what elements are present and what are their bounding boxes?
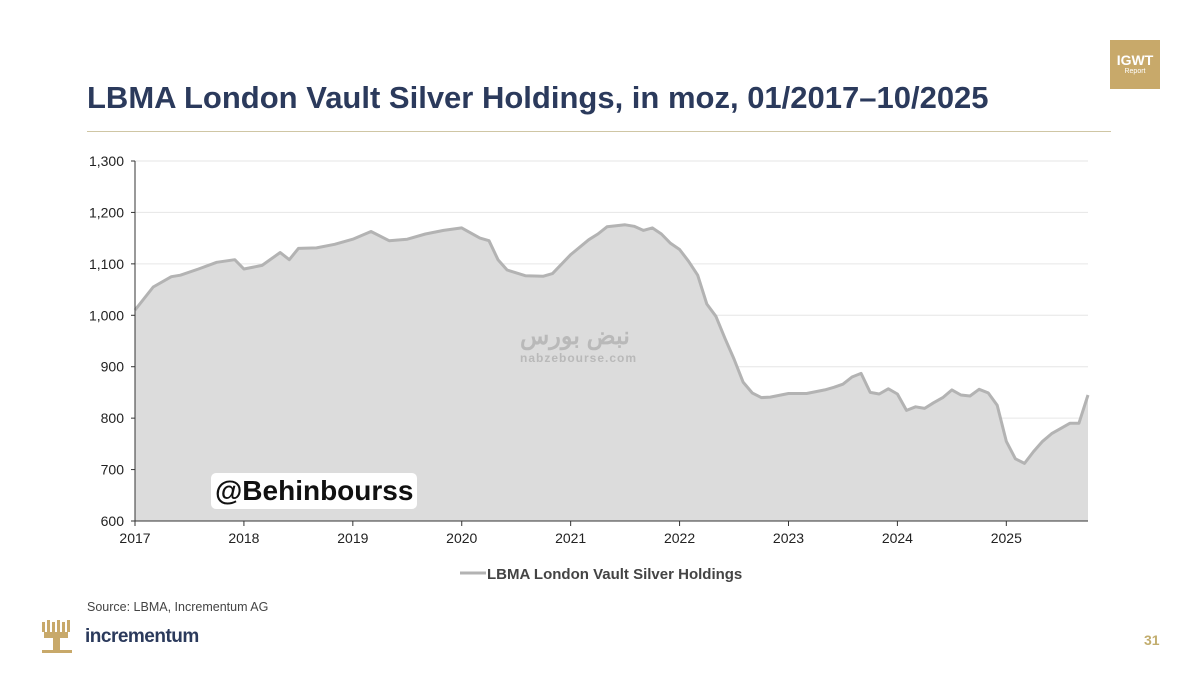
- legend-label: LBMA London Vault Silver Holdings: [487, 566, 742, 583]
- y-tick-label: 1,200: [89, 204, 124, 220]
- x-tick-label: 2025: [991, 530, 1022, 546]
- x-tick-label: 2023: [773, 530, 804, 546]
- tree-logo-icon: [42, 620, 72, 653]
- source-note: Source: LBMA, Incrementum AG: [87, 600, 269, 614]
- igwt-report-logo: IGWT Report: [1110, 40, 1160, 89]
- x-tick-label: 2024: [882, 530, 913, 546]
- y-tick-label: 900: [101, 359, 125, 375]
- series-line: [133, 223, 1090, 465]
- chart-title: LBMA London Vault Silver Holdings, in mo…: [87, 80, 989, 115]
- y-tick-label: 1,000: [89, 307, 124, 323]
- y-tick-label: 1,300: [89, 153, 124, 169]
- title-divider: [87, 131, 1111, 132]
- x-tick-label: 2020: [446, 530, 477, 546]
- channel-handle: @Behinbourss: [211, 473, 418, 509]
- watermark-url: nabzebourse.com: [520, 351, 638, 365]
- y-tick-label: 800: [101, 410, 125, 426]
- x-tick-label: 2021: [555, 530, 586, 546]
- badge-line2: Report: [1124, 68, 1146, 75]
- area-chart: 600 700 800 900 1,000 1,100 1,200 1,300 2017 2018…: [89, 153, 1090, 583]
- watermark-persian: نبض بورس: [520, 323, 630, 350]
- badge-line1: IGWT: [1116, 52, 1154, 68]
- y-tick-label: 1,100: [89, 256, 124, 272]
- y-tick-label: 600: [101, 513, 125, 529]
- y-tick-label: 700: [101, 462, 125, 478]
- series-area: [135, 224, 1088, 522]
- x-tick-label: 2018: [228, 530, 259, 546]
- page-number: 31: [1144, 632, 1160, 648]
- x-tick-label: 2022: [664, 530, 695, 546]
- watermark: نبض بورس nabzebourse.com: [520, 322, 637, 365]
- x-tick-label: 2017: [119, 530, 150, 546]
- x-tick-label: 2019: [337, 530, 368, 546]
- incrementum-wordmark: incrementum: [85, 626, 199, 647]
